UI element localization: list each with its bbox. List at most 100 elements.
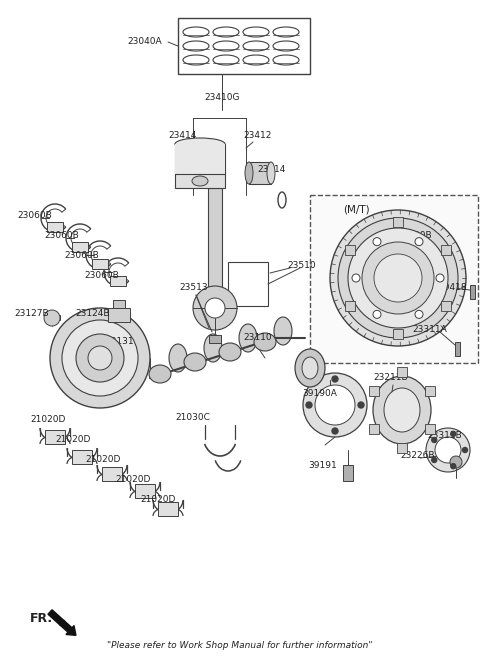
Bar	[369, 424, 379, 434]
Circle shape	[432, 457, 437, 462]
Bar	[228, 262, 268, 306]
Circle shape	[332, 376, 338, 382]
Text: 23060B: 23060B	[18, 211, 52, 220]
Text: (M/T): (M/T)	[343, 205, 370, 215]
Circle shape	[374, 254, 422, 302]
Bar	[425, 386, 435, 396]
Text: 21030C: 21030C	[176, 413, 210, 422]
Bar	[470, 285, 475, 299]
Circle shape	[76, 334, 124, 382]
Circle shape	[303, 373, 367, 437]
Bar	[425, 424, 435, 434]
Text: 23200B: 23200B	[398, 232, 432, 241]
Bar	[108, 308, 130, 322]
Circle shape	[44, 310, 60, 326]
Bar	[310, 195, 478, 363]
Text: 23131: 23131	[106, 337, 134, 346]
Circle shape	[88, 346, 112, 370]
Circle shape	[205, 298, 225, 318]
Text: 39190A: 39190A	[302, 388, 337, 398]
Circle shape	[338, 218, 458, 338]
Text: 23127B: 23127B	[15, 308, 49, 318]
Bar	[393, 329, 403, 339]
Bar	[47, 222, 63, 232]
Circle shape	[362, 242, 434, 314]
Text: 21020D: 21020D	[30, 415, 66, 424]
Text: 23060B: 23060B	[45, 232, 79, 241]
Text: 23060B: 23060B	[84, 272, 120, 281]
Circle shape	[332, 428, 338, 434]
Ellipse shape	[302, 357, 318, 379]
Bar	[345, 245, 355, 255]
Ellipse shape	[192, 176, 208, 186]
Bar	[397, 443, 407, 453]
Circle shape	[451, 432, 456, 436]
Text: 23211B: 23211B	[374, 373, 408, 382]
Circle shape	[436, 274, 444, 282]
Bar	[158, 502, 178, 516]
Ellipse shape	[239, 324, 257, 352]
Ellipse shape	[373, 376, 431, 444]
Bar	[113, 300, 125, 308]
Ellipse shape	[204, 334, 222, 362]
Bar	[72, 242, 88, 252]
Bar	[343, 465, 353, 481]
Circle shape	[426, 428, 470, 472]
Text: 23510: 23510	[288, 262, 316, 270]
Ellipse shape	[274, 317, 292, 345]
Bar	[209, 335, 221, 343]
Bar	[45, 430, 65, 444]
Bar	[135, 484, 155, 498]
Ellipse shape	[267, 162, 275, 184]
Circle shape	[348, 228, 448, 328]
Text: 39191: 39191	[309, 462, 337, 470]
Text: 21020D: 21020D	[115, 476, 151, 485]
Bar	[178, 18, 310, 74]
Text: 23311A: 23311A	[413, 325, 447, 335]
Bar	[393, 217, 403, 227]
Bar	[345, 301, 355, 311]
Text: 23414: 23414	[169, 131, 197, 140]
Bar	[455, 342, 460, 356]
Circle shape	[193, 286, 237, 330]
Ellipse shape	[184, 353, 206, 371]
Bar	[175, 174, 225, 188]
Text: 23410G: 23410G	[204, 94, 240, 102]
Bar	[175, 144, 225, 174]
Circle shape	[306, 402, 312, 408]
Ellipse shape	[245, 162, 253, 184]
Ellipse shape	[149, 365, 171, 383]
Bar	[102, 467, 122, 481]
Bar	[442, 245, 452, 255]
Bar	[208, 188, 222, 290]
Text: 21020D: 21020D	[140, 495, 176, 504]
Bar	[92, 259, 108, 269]
Text: 23414: 23414	[258, 165, 286, 174]
Text: 23311B: 23311B	[428, 432, 462, 440]
Ellipse shape	[254, 333, 276, 351]
Text: 23060B: 23060B	[65, 251, 99, 260]
Circle shape	[463, 447, 468, 453]
Text: "Please refer to Work Shop Manual for further information": "Please refer to Work Shop Manual for fu…	[107, 640, 373, 649]
Text: 23040A: 23040A	[128, 37, 162, 47]
Text: 21020D: 21020D	[85, 455, 120, 464]
Circle shape	[358, 402, 364, 408]
Ellipse shape	[295, 349, 325, 387]
Circle shape	[451, 464, 456, 468]
Text: 23110: 23110	[244, 333, 272, 342]
Circle shape	[315, 385, 355, 425]
Ellipse shape	[219, 343, 241, 361]
Circle shape	[330, 210, 466, 346]
Bar	[110, 276, 126, 286]
Circle shape	[415, 237, 423, 245]
Ellipse shape	[384, 388, 420, 432]
FancyArrow shape	[48, 610, 76, 636]
Circle shape	[435, 437, 461, 463]
Circle shape	[352, 274, 360, 282]
Text: FR.: FR.	[30, 611, 53, 625]
Text: 23412: 23412	[244, 131, 272, 140]
Circle shape	[373, 237, 381, 245]
Circle shape	[50, 308, 150, 408]
Bar	[249, 162, 271, 184]
Ellipse shape	[169, 344, 187, 372]
